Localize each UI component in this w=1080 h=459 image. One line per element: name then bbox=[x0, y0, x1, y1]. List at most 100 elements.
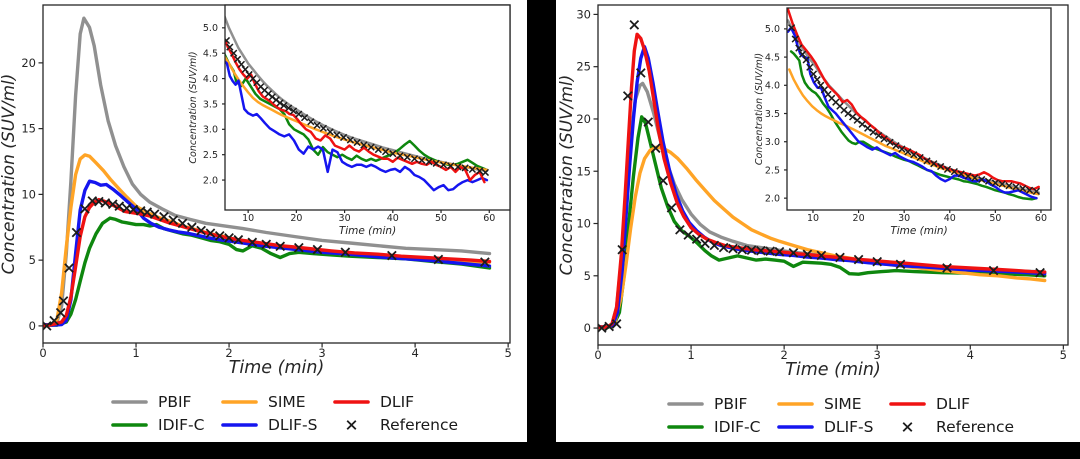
x-marker-icon bbox=[447, 162, 455, 170]
left-panel: 0 1 2 3 4 5 0 5 10 15 20 Time (min) Concentration (S… bbox=[0, 0, 527, 442]
x-marker-icon bbox=[333, 131, 341, 139]
y-tick-label: 4.0 bbox=[203, 74, 218, 85]
left-legend-item-reference: Reference bbox=[346, 416, 458, 434]
left-inset-plot-area bbox=[225, 5, 510, 210]
x-marker-icon bbox=[367, 143, 375, 151]
right-legend-item-dlif-s: DLIF-S bbox=[777, 418, 874, 436]
left-legend-item-dlif-s: DLIF-S bbox=[221, 416, 318, 434]
right-panel: 0 1 2 3 4 5 0 5 10 15 20 25 30 Time (min) Concentratio… bbox=[556, 0, 1080, 442]
left-main-reference-markers bbox=[42, 196, 490, 331]
x-tick-label: 5 bbox=[1060, 348, 1067, 362]
x-marker-icon bbox=[683, 230, 694, 240]
x-marker-icon bbox=[403, 153, 411, 161]
x-marker-icon bbox=[230, 49, 238, 57]
x-marker-icon bbox=[312, 244, 323, 255]
x-marker-icon bbox=[247, 237, 258, 248]
x-tick-label: 5 bbox=[504, 346, 511, 360]
x-marker-icon bbox=[241, 65, 249, 74]
x-marker-icon bbox=[55, 307, 66, 318]
x-marker-icon bbox=[774, 246, 785, 257]
right-main-series-dlif bbox=[597, 32, 1047, 329]
legend-label: DLIF-S bbox=[824, 418, 874, 436]
right-legend: PBIF IDIF-C SIME DLIF-S DLIF Reference bbox=[667, 395, 1014, 436]
x-marker-icon bbox=[943, 165, 952, 174]
x-marker-icon bbox=[617, 244, 628, 255]
x-marker-icon bbox=[439, 161, 448, 169]
y-tick-label: 10 bbox=[576, 217, 591, 231]
x-marker-icon bbox=[196, 225, 206, 236]
x-marker-icon bbox=[346, 136, 355, 144]
x-marker-icon bbox=[858, 120, 866, 128]
x-marker-icon bbox=[107, 199, 118, 210]
left-inset-y-axis-label: Concentration (SUV/ml) bbox=[188, 51, 199, 163]
x-marker-icon bbox=[1025, 186, 1034, 194]
right-inset-x-ticks: 10 20 30 40 50 60 bbox=[807, 210, 1047, 224]
y-tick-label: 3.5 bbox=[203, 99, 218, 110]
x-marker-icon bbox=[675, 224, 685, 235]
x-marker-icon bbox=[798, 50, 807, 58]
x-marker-icon bbox=[480, 257, 490, 267]
x-tick-label: 3 bbox=[318, 346, 325, 360]
right-inset-reference-markers bbox=[787, 24, 1041, 196]
x-marker-icon bbox=[809, 70, 818, 78]
x-marker-icon bbox=[802, 249, 813, 260]
legend-label: IDIF-C bbox=[158, 416, 204, 434]
x-marker-icon bbox=[964, 172, 972, 180]
x-marker-icon bbox=[168, 215, 179, 225]
x-marker-icon bbox=[957, 170, 965, 178]
x-marker-icon bbox=[930, 160, 938, 168]
x-marker-icon bbox=[381, 148, 390, 156]
x-marker-icon bbox=[224, 232, 234, 243]
right-inset-x-axis-label: Time (min) bbox=[890, 225, 947, 237]
y-tick-label: 15 bbox=[21, 122, 36, 136]
y-tick-label: 4.5 bbox=[765, 52, 780, 63]
x-marker-icon bbox=[128, 204, 139, 215]
x-marker-icon bbox=[159, 211, 169, 222]
right-legend-item-idif-c: IDIF-C bbox=[667, 418, 760, 436]
right-inset-y-axis-label: Concentration (SUV/ml) bbox=[754, 53, 765, 165]
x-marker-icon bbox=[295, 110, 303, 118]
x-marker-icon bbox=[396, 152, 404, 160]
x-marker-icon bbox=[58, 296, 69, 306]
x-tick-label: 20 bbox=[853, 213, 865, 224]
x-tick-label: 4 bbox=[411, 346, 418, 360]
x-marker-icon bbox=[410, 155, 419, 163]
x-marker-icon bbox=[604, 321, 615, 332]
x-marker-icon bbox=[433, 254, 444, 265]
x-marker-icon bbox=[898, 145, 906, 153]
right-legend-item-sime: SIME bbox=[777, 395, 862, 413]
x-tick-label: 20 bbox=[290, 213, 302, 224]
left-main-x-ticks: 0 1 2 3 4 5 bbox=[39, 343, 512, 360]
x-marker-icon bbox=[978, 175, 986, 184]
x-marker-icon bbox=[869, 128, 877, 136]
x-marker-icon bbox=[718, 242, 729, 253]
left-legend-item-sime: SIME bbox=[221, 393, 306, 411]
x-marker-icon bbox=[806, 63, 814, 71]
x-marker-icon bbox=[187, 222, 197, 233]
right-main-axes-box bbox=[597, 4, 1069, 346]
x-marker-icon bbox=[635, 68, 646, 78]
x-marker-icon bbox=[853, 116, 861, 124]
x-marker-icon bbox=[872, 256, 883, 267]
x-marker-icon bbox=[285, 104, 293, 112]
x-marker-icon bbox=[276, 99, 284, 107]
legend-label: SIME bbox=[268, 393, 306, 411]
left-inset-x-axis-label: Time (min) bbox=[339, 225, 396, 237]
x-marker-icon bbox=[374, 145, 382, 154]
x-marker-icon bbox=[950, 168, 958, 176]
left-inset-x-ticks: 10 20 30 40 50 60 bbox=[242, 210, 495, 224]
x-marker-icon bbox=[289, 107, 298, 115]
right-main-x-axis-label: Time (min) bbox=[785, 360, 881, 380]
x-marker-icon bbox=[261, 239, 272, 250]
x-marker-icon bbox=[622, 91, 633, 101]
x-marker-icon bbox=[971, 174, 979, 182]
x-tick-label: 3 bbox=[874, 348, 881, 362]
left-main-y-axis-label: Concentration (SUV/ml) bbox=[0, 74, 19, 275]
x-marker-icon bbox=[746, 245, 757, 256]
x-tick-label: 40 bbox=[387, 213, 399, 224]
legend-label: Reference bbox=[380, 416, 458, 434]
x-marker-icon bbox=[293, 242, 304, 253]
right-main-series-idif-c bbox=[597, 115, 1047, 330]
x-marker-icon bbox=[326, 128, 334, 136]
